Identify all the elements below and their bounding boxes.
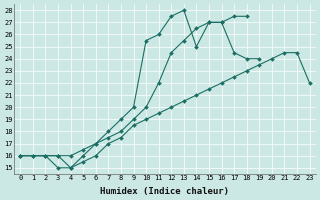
X-axis label: Humidex (Indice chaleur): Humidex (Indice chaleur)	[100, 187, 229, 196]
